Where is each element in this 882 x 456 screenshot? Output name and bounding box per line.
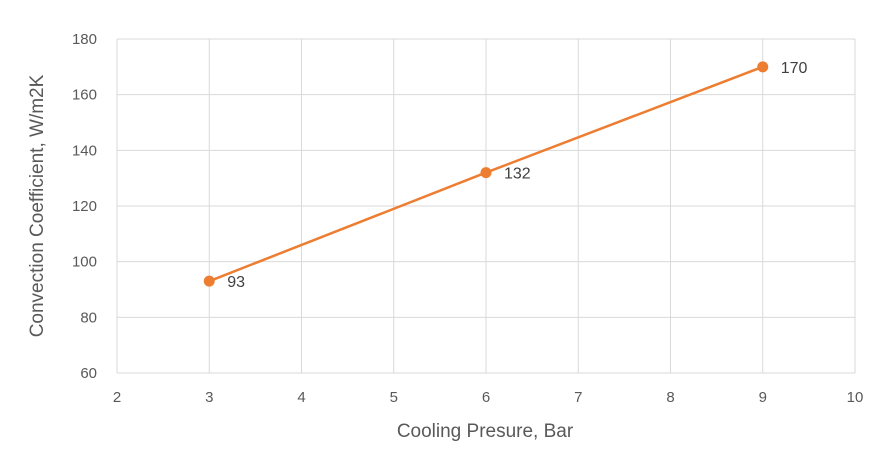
data-label-0: 93	[227, 274, 245, 291]
x-tick-label-10: 10	[847, 389, 864, 406]
x-axis-title: Cooling Presure, Bar	[397, 421, 574, 442]
y-tick-label-100: 100	[72, 254, 97, 271]
data-point-2	[757, 61, 769, 73]
x-tick-label-6: 6	[482, 389, 490, 406]
data-point-0	[203, 275, 215, 287]
tick-labels: 60 80 100 120 140 160 180 2 3 4 5 6 7 8 9 10	[72, 31, 863, 406]
data-labels: 93 132 170	[227, 60, 807, 291]
x-tick-label-8: 8	[666, 389, 674, 406]
x-tick-label-7: 7	[574, 389, 582, 406]
gridlines	[116, 38, 856, 374]
x-tick-label-3: 3	[205, 389, 213, 406]
x-tick-label-9: 9	[759, 389, 767, 406]
series-layer	[203, 61, 769, 287]
x-tick-label-2: 2	[113, 389, 121, 406]
y-tick-label-60: 60	[80, 365, 97, 382]
y-tick-label-120: 120	[72, 198, 97, 215]
data-point-1	[480, 167, 492, 179]
y-axis-title: Convection Coefficient, W/m2K	[27, 74, 48, 337]
y-tick-label-80: 80	[80, 309, 97, 326]
y-tick-label-160: 160	[72, 87, 97, 104]
x-tick-label-5: 5	[390, 389, 398, 406]
y-tick-label-140: 140	[72, 142, 97, 159]
x-tick-label-4: 4	[297, 389, 305, 406]
data-label-1: 132	[504, 166, 531, 183]
data-label-2: 170	[781, 60, 808, 77]
y-tick-label-180: 180	[72, 31, 97, 48]
